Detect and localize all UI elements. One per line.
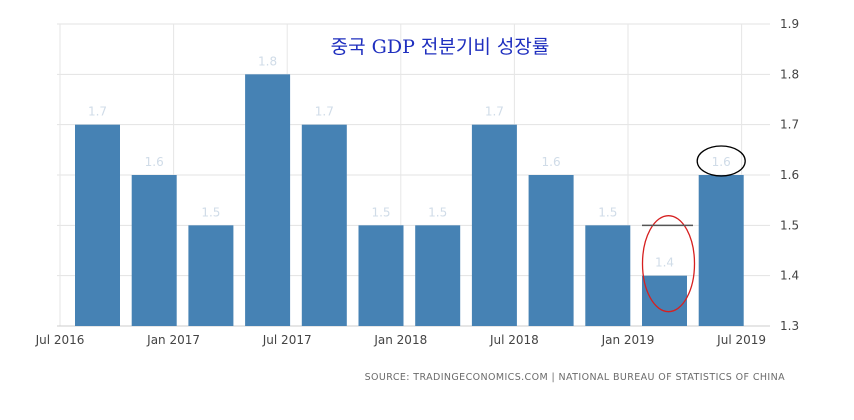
source-note: SOURCE: TRADINGECONOMICS.COM | NATIONAL …: [365, 372, 785, 383]
bar: [131, 175, 177, 326]
bar-value-label: 1.7: [485, 105, 504, 119]
chart-title: 중국 GDP 전분기비 성장률: [331, 36, 550, 58]
bar-labels: 1.7 1.6 1.5 1.8 1.7 1.5 1.5 1.7 1.6 1.5 1.4 1.6: [88, 54, 731, 269]
bar: [301, 124, 347, 327]
bar-value-label: 1.6: [145, 155, 164, 169]
bar-value-label: 1.8: [258, 54, 277, 68]
bar: [245, 74, 291, 326]
x-tick-label: Jul 2016: [35, 333, 85, 347]
bar-value-label: 1.5: [598, 205, 617, 219]
highlight-circle-red: [641, 215, 696, 313]
bar-value-label: 1.6: [542, 155, 561, 169]
bar-value-label: 1.5: [428, 205, 447, 219]
bar: [642, 275, 687, 326]
x-tick-label: Jan 2018: [373, 333, 427, 347]
y-tick-label: 1.7: [780, 118, 799, 132]
x-tick-label: Jul 2017: [262, 333, 312, 347]
bar-value-label: 1.7: [315, 105, 334, 119]
bar-value-label: 1.7: [88, 105, 107, 119]
bar: [188, 225, 234, 326]
x-axis-ticks: Jul 2016 Jan 2017 Jul 2017 Jan 2018 Jul 2018…: [35, 333, 766, 347]
bar-value-label: 1.5: [201, 205, 220, 219]
highlight-circle-black: [696, 145, 746, 177]
y-tick-label: 1.3: [780, 319, 799, 333]
y-tick-label: 1.4: [780, 269, 799, 283]
bars: [75, 74, 744, 327]
bar-value-label: 1.5: [371, 205, 390, 219]
y-tick-label: 1.5: [780, 218, 799, 232]
y-tick-label: 1.6: [780, 168, 799, 182]
annotations: [641, 145, 746, 313]
bar: [528, 175, 574, 326]
y-axis-ticks: 1.3 1.4 1.5 1.6 1.7 1.8 1.9: [780, 17, 799, 333]
x-tick-label: Jul 2019: [716, 333, 766, 347]
bar: [75, 124, 120, 327]
bar: [358, 225, 404, 326]
x-tick-label: Jan 2019: [601, 333, 655, 347]
x-tick-label: Jul 2018: [489, 333, 539, 347]
bar-value-label: 1.4: [655, 256, 674, 270]
bar: [585, 225, 631, 326]
bar: [471, 124, 517, 327]
y-tick-label: 1.9: [780, 17, 799, 31]
x-tick-label: Jan 2017: [146, 333, 200, 347]
y-tick-label: 1.8: [780, 67, 799, 81]
bar-value-label: 1.6: [712, 155, 731, 169]
bar: [415, 225, 461, 326]
bar: [698, 175, 744, 326]
